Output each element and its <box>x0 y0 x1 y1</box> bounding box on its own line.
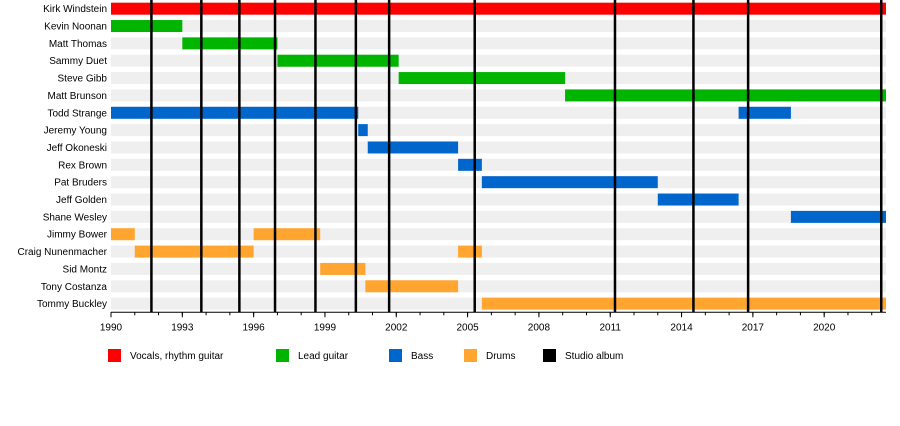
member-label: Tony Costanza <box>41 282 108 293</box>
member-label: Todd Strange <box>48 108 108 119</box>
row-stripe-tony-costanza <box>111 280 886 293</box>
legend-swatch-lead-guitar <box>276 349 289 362</box>
member-label: Kirk Windstein <box>43 4 107 15</box>
member-label: Matt Thomas <box>49 39 107 50</box>
member-label: Matt Brunson <box>48 91 107 102</box>
row-stripe-jeff-okoneski <box>111 141 886 154</box>
bar-kirk-windstein <box>111 2 886 15</box>
member-label: Pat Bruders <box>54 178 107 189</box>
legend-label-studio-album: Studio album <box>565 351 623 362</box>
bar-craig-nunenmacher <box>134 245 254 258</box>
member-label: Jeff Okoneski <box>47 143 107 154</box>
legend: Vocals, rhythm guitar Lead guitar Bass Drum… <box>108 349 623 362</box>
x-tick-label: 2005 <box>456 322 479 333</box>
bar-rex-brown <box>458 158 482 171</box>
member-label: Craig Nunenmacher <box>18 247 108 258</box>
member-bars <box>111 2 886 310</box>
bar-tommy-buckley <box>481 297 886 310</box>
member-label: Kevin Noonan <box>44 22 107 33</box>
row-stripe-jeremy-young <box>111 124 886 137</box>
legend-label-lead-guitar: Lead guitar <box>298 351 349 362</box>
legend-label-drums: Drums <box>486 351 515 362</box>
bar-steve-gibb <box>398 72 566 85</box>
x-axis: 1990 1993 1996 1999 2002 2005 2008 2011 2014 2017… <box>100 311 886 333</box>
bar-matt-brunson <box>565 89 886 102</box>
member-label: Jeremy Young <box>44 126 107 137</box>
row-stripe-jeff-golden <box>111 193 886 206</box>
bar-jimmy-bower <box>111 228 135 241</box>
x-tick-label: 1993 <box>171 322 194 333</box>
x-tick-label: 1990 <box>100 322 123 333</box>
member-label: Sammy Duet <box>49 56 107 67</box>
x-tick-label: 1996 <box>243 322 266 333</box>
x-tick-label: 2008 <box>528 322 551 333</box>
row-stripe-sammy-duet <box>111 54 886 67</box>
legend-swatch-drums <box>464 349 477 362</box>
row-stripe-kevin-noonan <box>111 20 886 33</box>
bar-jeff-okoneski <box>367 141 459 154</box>
member-label: Shane Wesley <box>43 212 107 223</box>
bar-jimmy-bower <box>253 228 321 241</box>
row-stripe-shane-wesley <box>111 210 886 223</box>
member-label: Steve Gibb <box>58 74 108 85</box>
member-label: Jimmy Bower <box>47 230 108 241</box>
studio-album-lines <box>150 0 883 313</box>
row-stripe-sid-montz <box>111 262 886 275</box>
bar-jeremy-young <box>358 124 368 137</box>
member-label: Tommy Buckley <box>37 299 107 310</box>
legend-label-vocals-rhythm-guitar: Vocals, rhythm guitar <box>130 351 224 362</box>
bar-pat-bruders <box>481 176 658 189</box>
x-tick-label: 2017 <box>742 322 765 333</box>
bar-kevin-noonan <box>111 20 183 33</box>
bar-craig-nunenmacher <box>458 245 482 258</box>
x-tick-label: 2014 <box>670 322 693 333</box>
member-labels: Kirk Windstein Kevin Noonan Matt Thomas Sam… <box>18 4 108 310</box>
bar-shane-wesley <box>790 210 886 223</box>
legend-swatch-vocals-rhythm-guitar <box>108 349 121 362</box>
bar-tony-costanza <box>365 280 459 293</box>
x-tick-label: 2011 <box>599 322 621 333</box>
bar-matt-thomas <box>182 37 278 50</box>
x-tick-label: 2020 <box>813 322 836 333</box>
bar-todd-strange <box>111 106 359 119</box>
legend-swatch-bass <box>389 349 402 362</box>
bar-todd-strange <box>738 106 791 119</box>
legend-swatch-studio-album <box>543 349 556 362</box>
bar-sid-montz <box>320 262 366 275</box>
member-label: Rex Brown <box>58 160 107 171</box>
bar-jeff-golden <box>657 193 739 206</box>
x-tick-label: 1999 <box>314 322 337 333</box>
x-tick-label: 2002 <box>385 322 408 333</box>
row-stripe-jimmy-bower <box>111 228 886 241</box>
member-label: Sid Montz <box>63 264 107 275</box>
bar-sammy-duet <box>277 54 399 67</box>
legend-label-bass: Bass <box>411 351 433 362</box>
member-label: Jeff Golden <box>56 195 107 206</box>
row-stripe-rex-brown <box>111 158 886 171</box>
